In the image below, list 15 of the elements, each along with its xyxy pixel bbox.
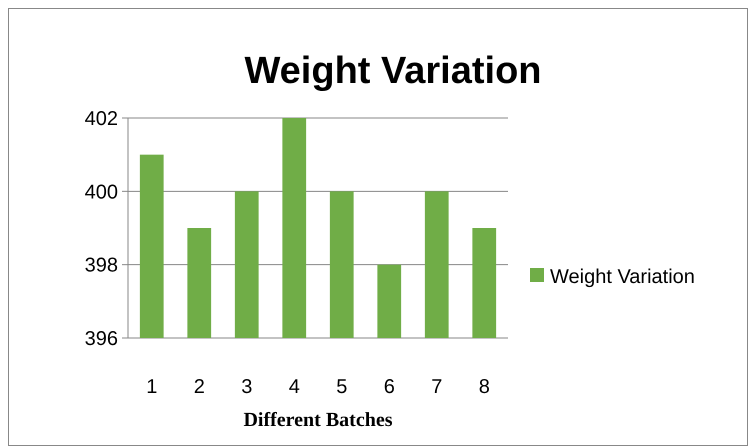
- x-tick-label: 1: [146, 376, 158, 398]
- x-tick-label: 8: [478, 376, 490, 398]
- legend-label: Weight Variation: [550, 266, 695, 288]
- x-tick-label: 6: [384, 376, 395, 398]
- x-tick-label: 3: [241, 376, 252, 398]
- x-tick-label: 2: [194, 376, 205, 398]
- y-tick-label: 398: [84, 254, 118, 277]
- x-tick-label: 5: [336, 376, 348, 398]
- chart-title: Weight Variation: [244, 50, 542, 92]
- x-axis-title: Different Batches: [243, 409, 393, 431]
- y-tick-label: 402: [84, 108, 118, 130]
- x-tick-label: 4: [288, 376, 300, 398]
- y-tick-label: 396: [84, 328, 118, 350]
- x-tick-label: 7: [431, 376, 442, 398]
- y-tick-label: 400: [84, 181, 118, 204]
